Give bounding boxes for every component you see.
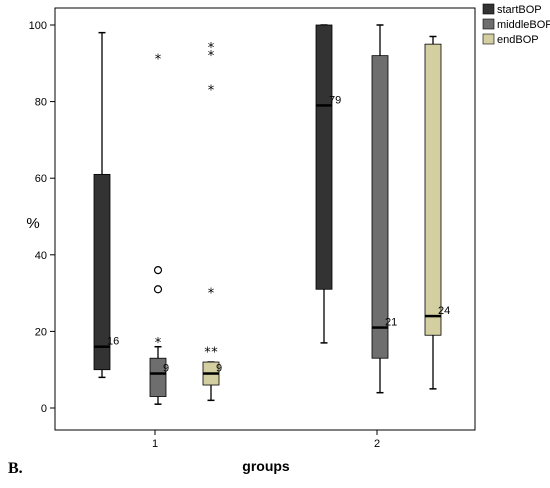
median-label: 24 [438, 305, 450, 317]
legend: startBOP middleBOP endBOP [482, 3, 550, 46]
legend-label: endBOP [497, 34, 539, 46]
legend-swatch [482, 33, 495, 45]
y-tick-label: 0 [41, 403, 47, 415]
box [149, 357, 167, 397]
extreme-point: * [208, 286, 215, 301]
x-axis-label: groups [242, 458, 290, 474]
extreme-point: * [155, 336, 162, 351]
extreme-point: * [208, 49, 215, 64]
y-tick-label: 40 [35, 250, 47, 262]
outlier-point [153, 285, 163, 294]
box [315, 24, 333, 290]
x-tick-label: 2 [374, 438, 380, 450]
extreme-point: * [204, 346, 211, 361]
box [371, 55, 389, 359]
y-tick-label: 20 [35, 326, 47, 338]
median-label: 9 [163, 363, 169, 375]
y-tick-label: 100 [29, 20, 47, 32]
legend-label: startBOP [497, 4, 542, 16]
median-label: 21 [385, 317, 397, 329]
median-label: 16 [107, 336, 119, 348]
plot-frame [54, 7, 476, 431]
legend-label: middleBOP [497, 19, 550, 31]
y-tick-label: 60 [35, 173, 47, 185]
panel-label: B. [8, 460, 23, 477]
median-label: 79 [329, 94, 341, 106]
box [93, 173, 111, 371]
series-middleBOP: 9**21 [149, 24, 397, 405]
y-axis-label: % [26, 215, 39, 232]
plot-area-border [54, 7, 476, 431]
extreme-point: * [208, 41, 215, 56]
extreme-point: * [155, 53, 162, 68]
legend-swatch [482, 18, 495, 30]
extreme-point: * [208, 83, 215, 98]
y-axis-ticks: 0 20 40 60 80 100 [29, 20, 55, 415]
legend-swatch [482, 3, 495, 15]
box [424, 43, 442, 336]
series-endBOP: 9***** *24 [202, 35, 450, 402]
outlier-point [153, 266, 163, 275]
y-tick-label: 80 [35, 97, 47, 109]
x-tick-label: 1 [152, 438, 158, 450]
median-label: 9 [216, 363, 222, 375]
extreme-point: * [211, 346, 218, 361]
